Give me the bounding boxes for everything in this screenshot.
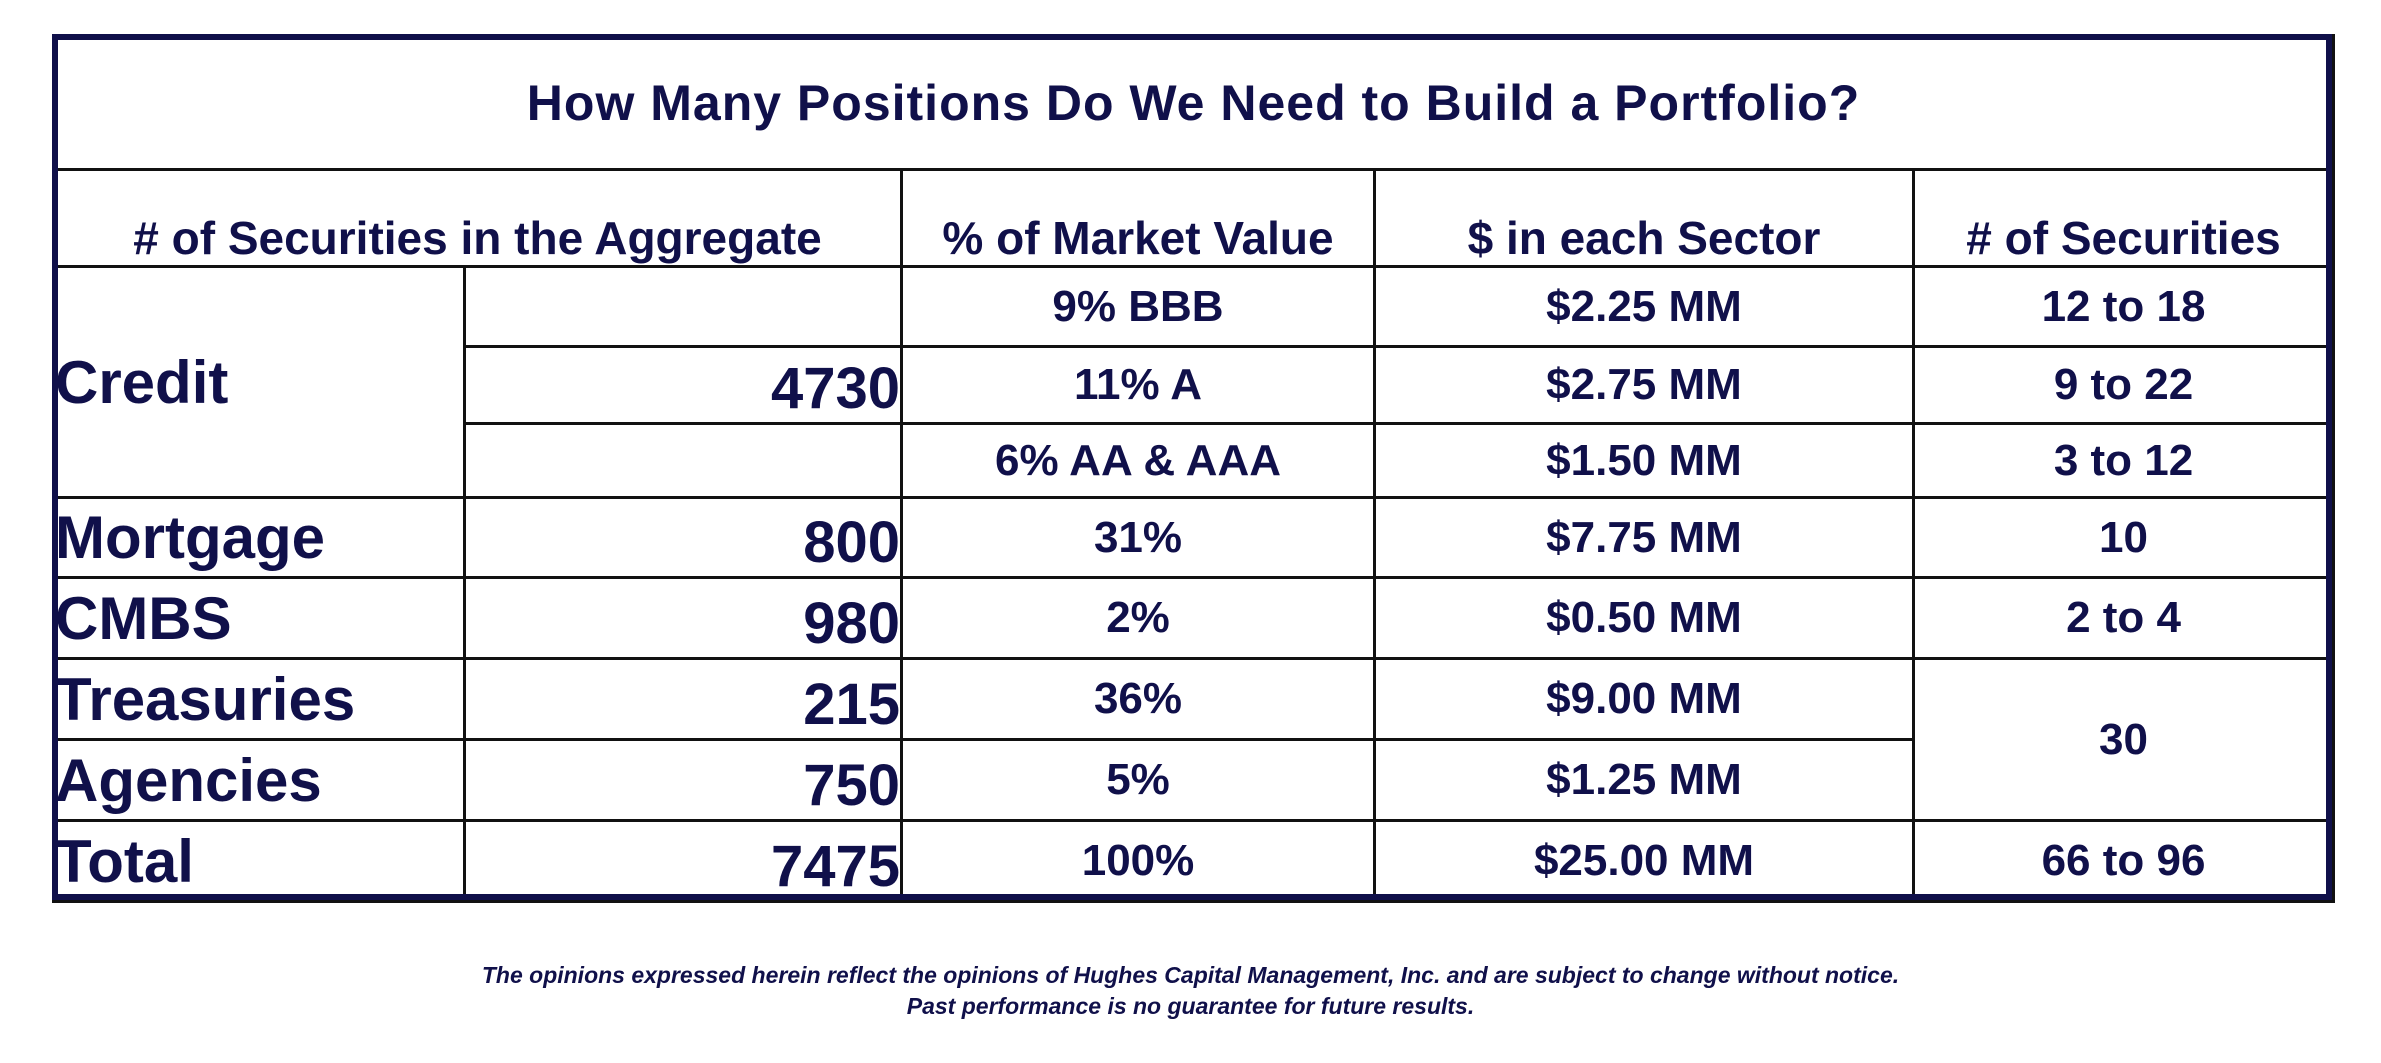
row-label-cmbs: CMBS (52, 576, 466, 660)
cell-total-dollars: $25.00 MM (1373, 819, 1915, 903)
table-row-credit-a: 4730 11% A $2.75 MM 9 to 22 (54, 345, 2336, 425)
table-row-mortgage: Mortgage 800 31% $7.75 MM 10 (52, 496, 2336, 579)
cell-treasuries-dollars: $9.00 MM (1373, 657, 1915, 741)
cell-total-securities: 66 to 96 (1911, 819, 2336, 903)
title-row: How Many Positions Do We Need to Build a… (51, 34, 2336, 171)
cell-credit-aa-market-value: 6% AA & AAA (900, 422, 1376, 499)
cell-treasuries-agencies-securities: 30 (1911, 657, 2336, 822)
cell-cmbs-dollars: $0.50 MM (1373, 576, 1915, 660)
row-label-treasuries: Treasuries (52, 657, 466, 741)
cell-credit-a-dollars: $2.75 MM (1373, 345, 1915, 425)
cell-credit-aa-securities: 3 to 12 (1911, 422, 2336, 499)
header-row: # of Securities in the Aggregate % of Ma… (52, 168, 2336, 268)
cell-credit-bbb-market-value: 9% BBB (900, 265, 1376, 348)
cell-treasuries-aggregate: 215 (463, 657, 903, 741)
disclaimer-line-1: The opinions expressed herein reflect th… (481, 962, 1900, 988)
disclaimer-line-2: Past performance is no guarantee for fut… (906, 993, 1475, 1019)
row-label-mortgage: Mortgage (52, 496, 466, 579)
cell-total-market-value: 100% (900, 819, 1376, 903)
cell-mortgage-aggregate: 800 (463, 496, 903, 579)
table-row-agencies: Agencies 750 5% $1.25 MM (52, 738, 2334, 822)
table-row-credit-aa: 6% AA & AAA $1.50 MM 3 to 12 (54, 422, 2336, 499)
cell-agencies-aggregate: 750 (463, 738, 903, 822)
header-dollars: $ in each Sector (1373, 168, 1915, 268)
header-market-value: % of Market Value (900, 168, 1376, 268)
cell-credit-aa-dollars: $1.50 MM (1373, 422, 1915, 499)
table-row-cmbs: CMBS 980 2% $0.50 MM 2 to 4 (52, 576, 2336, 660)
row-label-agencies: Agencies (52, 738, 466, 822)
cell-agencies-dollars: $1.25 MM (1373, 738, 1915, 822)
cell-cmbs-securities: 2 to 4 (1911, 576, 2336, 660)
row-label-total: Total (52, 819, 466, 903)
cell-mortgage-market-value: 31% (900, 496, 1376, 579)
cell-cmbs-aggregate: 980 (463, 576, 903, 660)
cell-mortgage-securities: 10 (1911, 496, 2336, 579)
cell-cmbs-market-value: 2% (900, 576, 1376, 660)
credit-empty-cell-bottom (463, 422, 903, 499)
cell-credit-bbb-dollars: $2.25 MM (1373, 265, 1915, 348)
cell-total-aggregate: 7475 (463, 819, 903, 903)
credit-empty-cell-top (463, 265, 903, 348)
table-row-total: Total 7475 100% $25.00 MM 66 to 96 (52, 819, 2336, 903)
cell-mortgage-dollars: $7.75 MM (1373, 496, 1915, 579)
header-aggregate: # of Securities in the Aggregate (52, 168, 903, 268)
cell-credit-a-securities: 9 to 22 (1911, 345, 2336, 425)
header-securities: # of Securities (1911, 168, 2336, 268)
table-outer-border (52, 34, 2332, 900)
cell-agencies-market-value: 5% (900, 738, 1376, 822)
disclaimer: The opinions expressed herein reflect th… (0, 960, 2381, 1022)
cell-credit-bbb-securities: 12 to 18 (1911, 265, 2336, 348)
cell-credit-a-market-value: 11% A (900, 345, 1376, 425)
cell-credit-aggregate: 4730 (463, 345, 903, 425)
cell-treasuries-market-value: 36% (900, 657, 1376, 741)
table-title: How Many Positions Do We Need to Build a… (51, 34, 2336, 171)
portfolio-table: How Many Positions Do We Need to Build a… (51, 34, 2336, 903)
table-row-treasuries: Treasuries 215 36% $9.00 MM 30 (52, 657, 2336, 822)
